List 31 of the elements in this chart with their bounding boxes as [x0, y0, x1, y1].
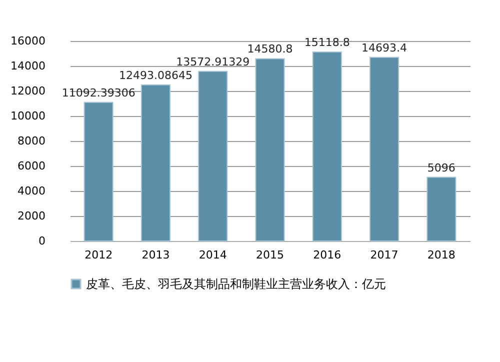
- data-label: 13572.91329: [176, 55, 250, 68]
- bar: [198, 70, 228, 242]
- bar: [84, 102, 114, 242]
- y-tick-label: 4000: [18, 184, 46, 198]
- x-tick-label: 2015: [256, 248, 284, 262]
- y-tick-label: 12000: [10, 84, 46, 98]
- bar: [426, 176, 456, 242]
- x-tick-label: 2018: [427, 248, 456, 262]
- y-tick-label: 6000: [18, 160, 46, 172]
- x-tick-label: 2014: [198, 248, 227, 262]
- bar: [312, 52, 342, 242]
- y-tick-label: 8000: [18, 134, 46, 148]
- bar: [140, 84, 170, 242]
- data-label: 12493.08645: [118, 68, 192, 82]
- x-tick-label: 2013: [142, 248, 170, 262]
- x-tick-label: 2016: [313, 248, 342, 262]
- y-tick-label: 0: [38, 234, 46, 248]
- data-label: 5096: [427, 161, 456, 174]
- data-label: 14580.8: [247, 42, 293, 56]
- x-tick-label: 2012: [84, 248, 113, 262]
- y-tick-label: 2000: [18, 210, 46, 222]
- data-label: 15118.8: [304, 36, 350, 50]
- y-tick-label: 16000: [10, 34, 46, 48]
- x-tick-label: 2017: [370, 248, 398, 262]
- bar: [255, 58, 285, 242]
- bar: [370, 56, 400, 242]
- y-tick-label: 14000: [10, 60, 46, 72]
- data-label: 14693.4: [362, 41, 408, 54]
- data-label: 11092.39306: [62, 86, 136, 100]
- y-tick-label: 10000: [10, 110, 46, 122]
- legend-label: 皮革、毛皮、羽毛及其制品和制鞋业主营业务收入：亿元: [86, 277, 386, 291]
